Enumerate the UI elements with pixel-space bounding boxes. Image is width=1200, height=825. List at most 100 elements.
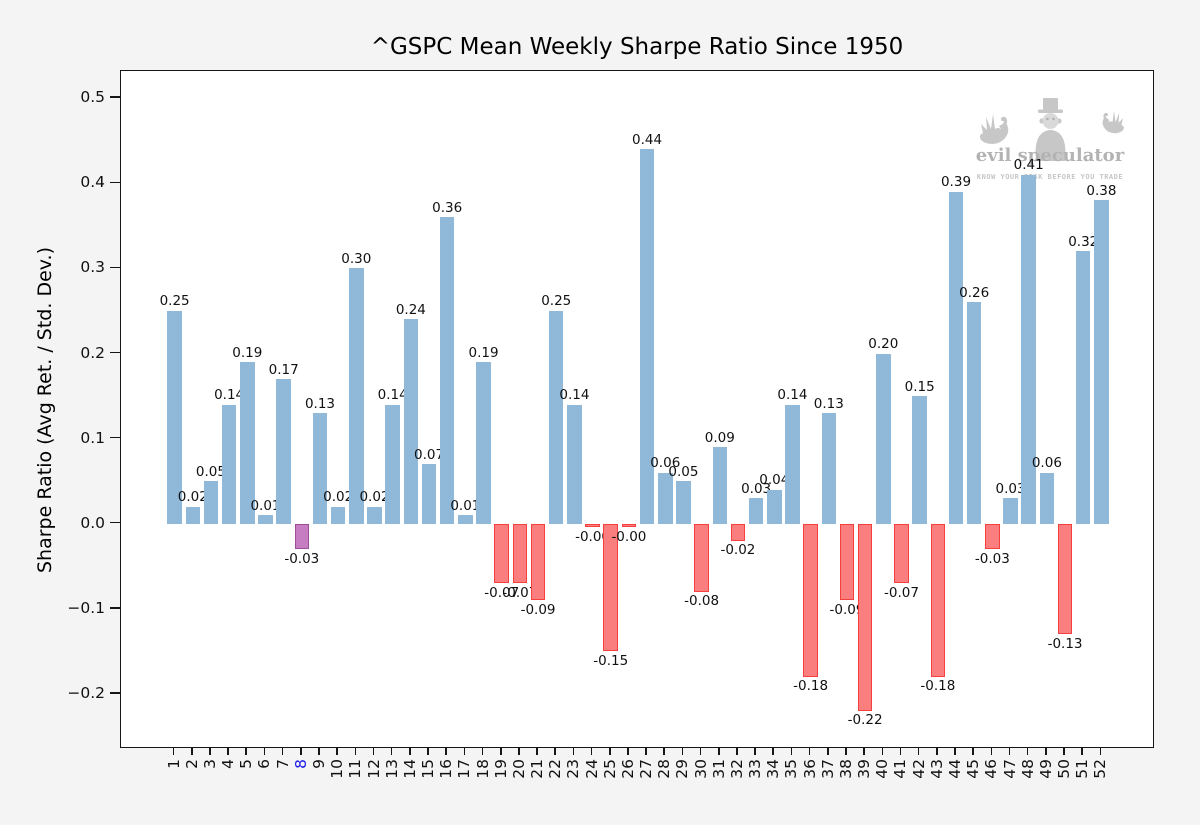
x-tick-mark	[736, 748, 738, 755]
x-tick-label-9: 9	[309, 759, 328, 769]
bar-value-label: -0.03	[284, 550, 320, 567]
bar-week-11	[349, 268, 364, 524]
x-tick-label-15: 15	[419, 759, 438, 779]
x-tick-mark	[390, 748, 393, 755]
bar-value-label: 0.44	[632, 131, 663, 148]
bar-value-label: 0.03	[995, 480, 1026, 497]
y-tick-label: 0.5	[80, 88, 105, 107]
x-tick-label-43: 43	[927, 759, 946, 779]
bar-value-label: 0.06	[650, 455, 681, 472]
x-tick-label-19: 19	[491, 759, 510, 779]
x-tick-label-39: 39	[855, 759, 874, 779]
bar-week-36	[803, 523, 818, 677]
x-tick-mark	[790, 748, 793, 755]
y-tick-mark	[110, 181, 120, 184]
bar-week-16	[439, 217, 455, 524]
bar-value-label: 0.14	[214, 387, 245, 404]
y-tick-mark	[110, 351, 120, 354]
bar-week-20	[512, 523, 528, 584]
bar-value-label: 0.25	[541, 293, 572, 310]
bar-value-label: 0.39	[940, 174, 972, 191]
x-tick-mark	[1045, 748, 1047, 755]
bar-week-24	[585, 523, 600, 528]
x-tick-label-10: 10	[328, 759, 347, 779]
chart-title: ^GSPC Mean Weekly Sharpe Ratio Since 195…	[370, 34, 904, 60]
x-tick-label-18: 18	[473, 759, 492, 779]
y-tick-label: 0.1	[80, 428, 105, 447]
bar-value-label: 0.41	[1013, 157, 1044, 174]
bar-value-label: 0.07	[413, 446, 445, 463]
bar-week-41	[894, 523, 909, 584]
swan-right-icon	[1102, 110, 1124, 134]
bar-value-label: -0.09	[520, 601, 556, 618]
y-tick-mark	[110, 266, 120, 269]
x-tick-mark	[445, 748, 447, 755]
x-tick-mark	[754, 748, 756, 755]
y-tick-mark	[110, 607, 120, 609]
bar-value-label: 0.02	[177, 489, 208, 506]
bar-value-label: -0.15	[593, 652, 629, 669]
bar-week-18	[476, 362, 491, 524]
bar-value-label: 0.05	[668, 463, 699, 480]
x-tick-label-29: 29	[673, 759, 692, 779]
bar-value-label: 0.13	[813, 395, 844, 412]
x-tick-mark	[863, 748, 865, 755]
x-tick-mark	[972, 748, 974, 755]
y-tick-label: −0.1	[67, 598, 105, 617]
x-tick-label-17: 17	[455, 759, 474, 779]
x-tick-mark	[1063, 748, 1065, 755]
bar-week-28	[657, 472, 673, 524]
x-tick-label-30: 30	[691, 759, 710, 779]
bar-week-34	[767, 489, 782, 524]
bar-week-6	[258, 515, 273, 524]
y-tick-mark	[110, 692, 120, 694]
x-tick-mark	[499, 748, 502, 755]
x-tick-label-2: 2	[182, 759, 201, 769]
x-tick-label-16: 16	[437, 759, 456, 779]
x-tick-label-7: 7	[273, 759, 292, 769]
bar-week-13	[385, 404, 400, 524]
x-tick-label-42: 42	[909, 759, 928, 779]
y-tick-label: 0.2	[80, 343, 105, 362]
x-tick-label-49: 49	[1036, 759, 1055, 779]
x-tick-mark	[1099, 748, 1102, 755]
bar-value-label: -0.00	[611, 528, 647, 545]
watermark-name: evil speculator	[975, 145, 1125, 166]
x-tick-label-31: 31	[709, 759, 728, 779]
x-tick-label-47: 47	[1000, 759, 1019, 779]
x-tick-mark	[536, 748, 538, 755]
bar-value-label: -0.13	[1047, 635, 1083, 652]
bar-week-15	[421, 464, 437, 524]
x-tick-label-46: 46	[982, 759, 1001, 779]
bar-value-label: 0.02	[323, 489, 354, 506]
y-tick-mark	[110, 521, 120, 524]
x-tick-mark	[881, 748, 884, 755]
bar-value-label: 0.04	[759, 472, 790, 489]
x-tick-label-52: 52	[1091, 759, 1110, 779]
x-tick-label-3: 3	[200, 759, 219, 769]
bar-value-label: 0.25	[159, 293, 190, 310]
x-tick-mark	[281, 748, 284, 755]
x-tick-mark	[699, 748, 702, 755]
bar-value-label: 0.05	[195, 463, 226, 480]
bar-value-label: -0.22	[847, 712, 883, 729]
x-tick-mark	[954, 748, 956, 755]
watermark-tagline: KNOW YOUR RISK BEFORE YOU TRADE	[976, 173, 1124, 181]
x-tick-label-32: 32	[727, 759, 746, 779]
x-tick-label-23: 23	[564, 759, 583, 779]
monkey-tophat-icon	[1035, 98, 1066, 161]
bar-value-label: 0.30	[341, 250, 372, 267]
bar-value-label: 0.02	[359, 489, 390, 506]
x-tick-mark	[681, 748, 684, 755]
bar-week-12	[367, 506, 382, 524]
bar-value-label: -0.18	[793, 678, 829, 695]
x-tick-mark	[845, 748, 847, 755]
bar-week-4	[221, 404, 237, 524]
x-tick-mark	[990, 748, 993, 755]
bar-value-label: 0.32	[1068, 233, 1099, 250]
bar-week-10	[330, 506, 346, 524]
x-tick-label-33: 33	[746, 759, 765, 779]
bar-week-25	[603, 523, 618, 652]
x-tick-label-27: 27	[637, 759, 656, 779]
x-tick-label-14: 14	[400, 759, 419, 779]
